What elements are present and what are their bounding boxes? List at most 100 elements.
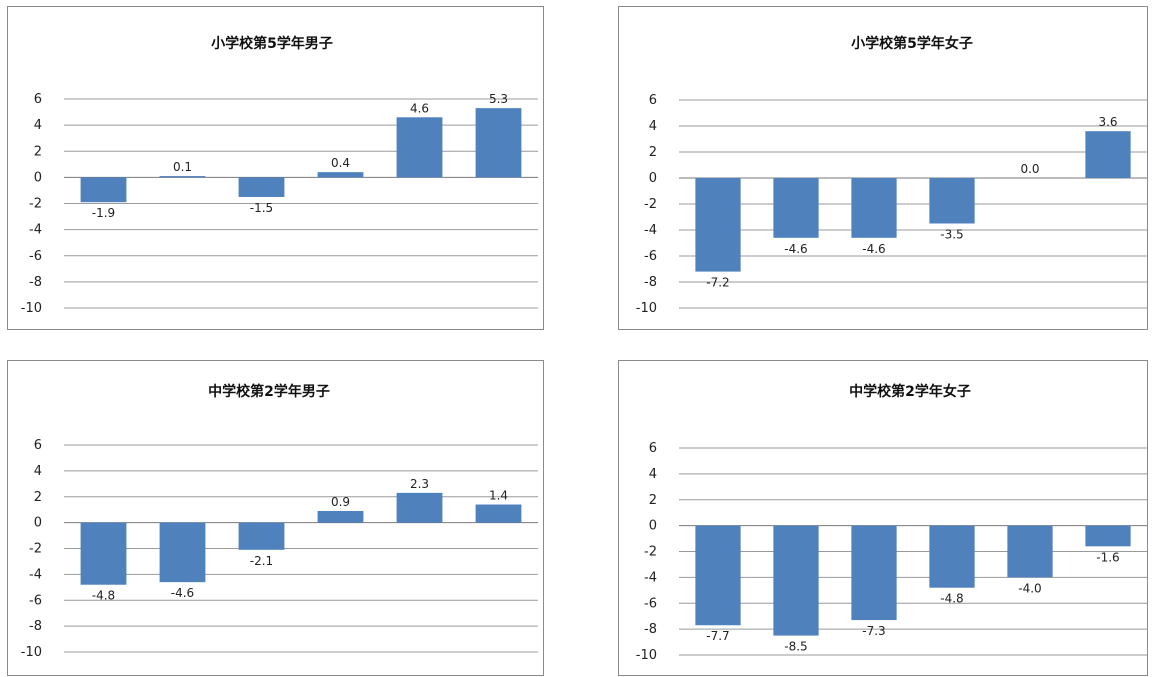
category-label: H22 (854, 361, 894, 365)
bar (1085, 131, 1131, 178)
category-label: H21 (162, 7, 202, 11)
bar (317, 172, 364, 178)
y-tick-label: -10 (636, 301, 657, 316)
category-label: H26 (1088, 7, 1128, 11)
category-label: H26 (478, 7, 518, 11)
data-label: -4.8 (92, 589, 115, 603)
y-tick-label: -6 (644, 249, 657, 264)
data-label: 2.3 (410, 477, 429, 491)
y-tick-label: 2 (649, 493, 657, 508)
y-tick-label: 6 (649, 441, 657, 456)
data-label: -3.5 (940, 228, 963, 242)
category-label: H22 (241, 361, 281, 365)
data-label: -1.9 (92, 206, 115, 220)
bar (1085, 525, 1131, 547)
chart-svg-4: 中学校第2学年女子 6 4 2 0 -2 -4 -6 -8 -10 H20 -7.7 H21 -8.5 H… (636, 361, 1147, 663)
y-tick-label: 0 (34, 516, 42, 531)
bar (475, 108, 522, 178)
chart-panel-1: 小学校第5学年男子 6 4 2 0 -2 -4 -6 -8 -10 H20 -1.9 H21 0.1 H2… (7, 6, 544, 330)
category-label: H26 (478, 361, 518, 365)
category-label: H24 (932, 361, 972, 365)
data-label: 1.4 (489, 489, 508, 503)
category-label: H20 (83, 7, 123, 11)
chart-panel-3: 中学校第2学年男子 6 4 2 0 -2 -4 -6 -8 -10 H20 -4.8 H21 -4.6 H… (7, 360, 544, 676)
y-tick-label: 2 (34, 490, 42, 505)
y-tick-label: -6 (29, 593, 42, 608)
data-label: 0.0 (1020, 162, 1039, 176)
bar (475, 504, 522, 523)
y-tick-label: 4 (34, 118, 42, 133)
y-tick-label: 4 (34, 464, 42, 479)
y-tick-label: -4 (644, 570, 657, 585)
y-tick-label: 0 (34, 170, 42, 185)
y-tick-label: -2 (644, 545, 657, 560)
bar (396, 492, 443, 523)
data-label: 4.6 (410, 101, 429, 115)
bar (80, 177, 127, 203)
data-label: 0.9 (331, 495, 350, 509)
bar (851, 178, 897, 238)
bar (1007, 525, 1053, 578)
data-label: -7.7 (706, 629, 729, 643)
data-label: -4.8 (940, 592, 963, 606)
chart-svg-3: 中学校第2学年男子 6 4 2 0 -2 -4 -6 -8 -10 H20 -4.8 H21 -4.6 H… (21, 361, 538, 660)
category-label: H25 (1010, 7, 1050, 11)
bar (159, 176, 206, 178)
category-label: H21 (776, 7, 816, 11)
y-tick-label: 6 (649, 93, 657, 108)
y-tick-label: -8 (644, 275, 657, 290)
category-label: H22 (854, 7, 894, 11)
data-label: -4.6 (862, 242, 885, 256)
category-label: H26 (1088, 361, 1128, 365)
y-tick-label: 4 (649, 467, 657, 482)
category-label: H25 (399, 7, 439, 11)
category-label: H25 (1010, 361, 1050, 365)
y-tick-label: -8 (644, 622, 657, 637)
category-label: H24 (932, 7, 972, 11)
y-tick-label: 6 (34, 92, 42, 107)
category-label: H20 (83, 361, 123, 365)
bar (80, 522, 127, 585)
data-label: 5.3 (489, 92, 508, 106)
y-tick-label: -4 (29, 223, 42, 238)
data-label: -8.5 (784, 640, 807, 654)
y-tick-label: -10 (636, 648, 657, 663)
chart-title: 中学校第2学年男子 (208, 383, 330, 400)
y-tick-label: 2 (34, 144, 42, 159)
y-tick-label: -6 (29, 249, 42, 264)
y-tick-label: 4 (649, 119, 657, 134)
category-label: H25 (399, 361, 439, 365)
y-tick-label: -4 (29, 567, 42, 582)
chart-title: 小学校第5学年男子 (211, 35, 333, 52)
category-label: H24 (320, 7, 360, 11)
bar (238, 522, 285, 550)
y-tick-label: -10 (21, 301, 42, 316)
data-label: -1.5 (250, 201, 273, 215)
data-label: -1.6 (1096, 550, 1119, 564)
data-label: 0.1 (173, 160, 192, 174)
y-tick-label: -8 (29, 275, 42, 290)
data-label: 3.6 (1098, 115, 1117, 129)
data-label: -4.0 (1018, 581, 1041, 595)
bar (396, 117, 443, 178)
bar (851, 525, 897, 621)
data-label: -7.3 (862, 624, 885, 638)
y-tick-label: -4 (644, 223, 657, 238)
bar (695, 178, 741, 272)
data-label: 0.4 (331, 156, 350, 170)
category-label: H21 (162, 361, 202, 365)
y-tick-label: 0 (649, 519, 657, 534)
y-tick-label: -8 (29, 619, 42, 634)
data-label: -4.6 (171, 586, 194, 600)
chart-svg-1: 小学校第5学年男子 6 4 2 0 -2 -4 -6 -8 -10 H20 -1.9 H21 0.1 H2… (21, 7, 538, 316)
category-label: H20 (698, 7, 738, 11)
y-tick-label: 0 (649, 171, 657, 186)
category-label: H21 (776, 361, 816, 365)
data-label: -2.1 (250, 554, 273, 568)
bar (773, 525, 819, 636)
y-tick-label: -6 (644, 596, 657, 611)
bar (773, 178, 819, 238)
y-tick-label: -10 (21, 645, 42, 660)
data-label: -7.2 (706, 276, 729, 290)
data-label: -4.6 (784, 242, 807, 256)
